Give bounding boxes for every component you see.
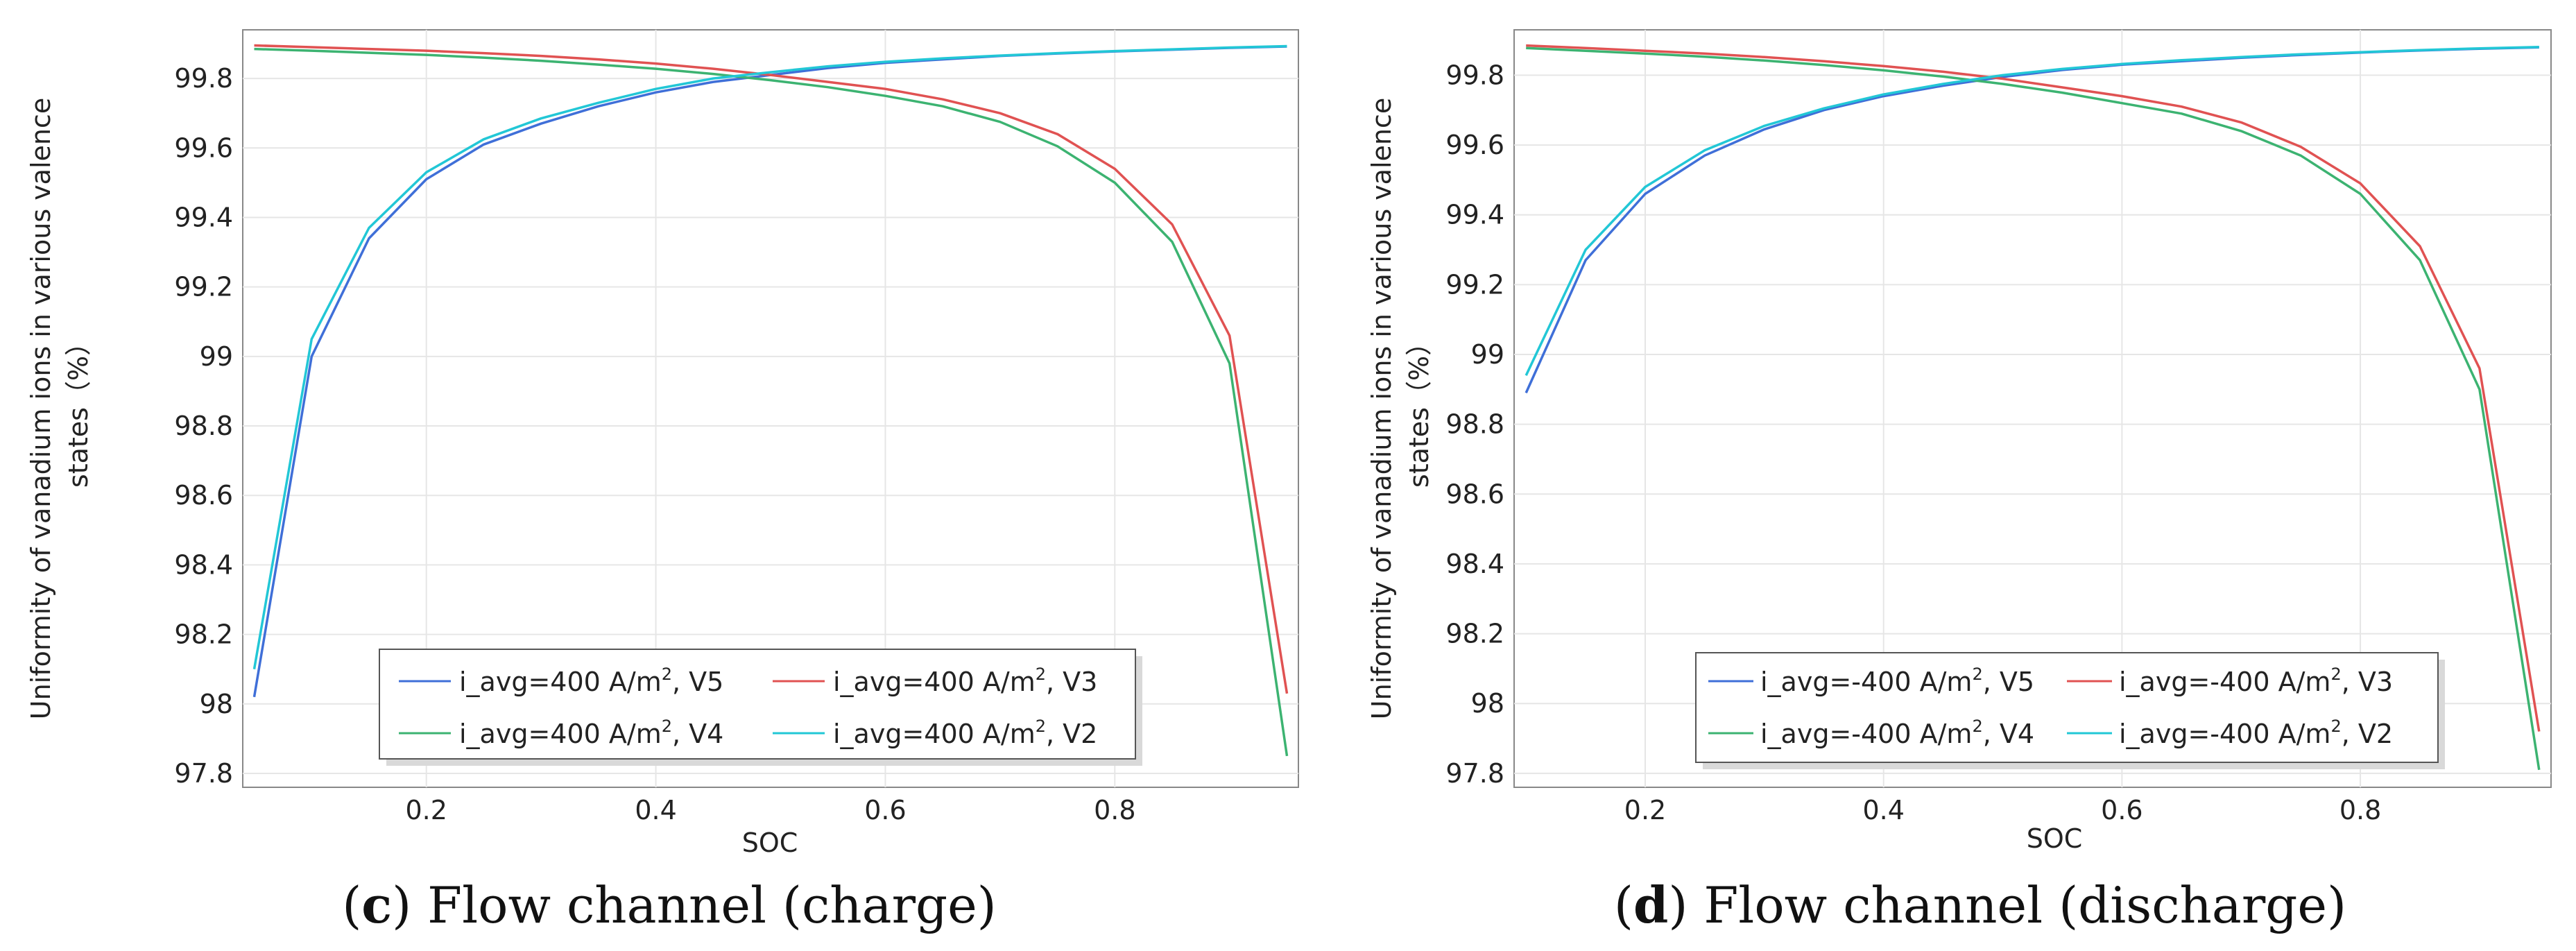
panel-c-x-tick-label: 0.2 [405, 795, 447, 825]
panel-d-tick-labels: 0.2 0.4 0.6 0.8 97.8 98 98.2 98.4 98.6 98.8 99 99.2… [1445, 60, 2381, 825]
panel-c-caption: (c) Flow channel (charge) [342, 875, 997, 934]
panel-d-y-tick-label: 98.6 [1445, 479, 1504, 509]
panel-c-series-v2 [252, 44, 1287, 669]
panel-c-ylabel-line2: states（%） [63, 329, 94, 488]
panel-c-x-tick-label: 0.8 [1094, 795, 1135, 825]
legend-label-v5: i_avg=400 A/m2, V5 [459, 665, 723, 697]
panel-d-x-tick-label: 0.6 [2101, 795, 2143, 825]
panel-c-y-tick-label: 98.6 [174, 480, 233, 511]
legend-label-v2: i_avg=-400 A/m2, V2 [2119, 717, 2393, 749]
panel-d-y-tick-label: 99 [1471, 339, 1504, 370]
legend-label-v2: i_avg=400 A/m2, V2 [833, 717, 1097, 749]
panel-d-series-v2 [1525, 45, 2539, 376]
panel-d-legend: i_avg=-400 A/m2, V5 i_avg=-400 A/m2, V3 … [1695, 652, 2445, 769]
panel-c-xlabel: SOC [742, 828, 798, 858]
panel-d-xlabel: SOC [2027, 823, 2083, 854]
panel-c-y-tick-label: 99 [200, 341, 233, 372]
panel-d-series-v4 [1526, 46, 2541, 771]
panel-d-y-tick-label: 98.8 [1445, 409, 1504, 440]
panel-c-y-tick-label: 98.4 [174, 549, 233, 580]
panel-d-y-tick-label: 99.6 [1445, 130, 1504, 160]
legend-label-v3: i_avg=400 A/m2, V3 [833, 665, 1097, 697]
panel-d-caption: (d) Flow channel (discharge) [1614, 875, 2346, 934]
panel-d-ylabel-line2: states（%） [1404, 329, 1434, 488]
panel-c-tick-labels: 0.2 0.4 0.6 0.8 97.8 98 98.2 98.4 98.6 98.8 99 99.2… [174, 63, 1135, 825]
panel-c-y-tick-label: 98 [200, 689, 233, 719]
panel-d-x-tick-label: 0.2 [1624, 795, 1666, 825]
panel-d-series [1525, 44, 2541, 771]
panel-d-y-tick-label: 98 [1471, 688, 1504, 719]
panel-c-charge: 0.2 0.4 0.6 0.8 97.8 98 98.2 98.4 98.6 98.8 99 99.2… [26, 29, 1299, 934]
panel-d-y-tick-label: 98.2 [1445, 619, 1504, 649]
panel-d-y-tick-label: 97.8 [1445, 758, 1504, 789]
panel-d-x-tick-label: 0.4 [1862, 795, 1904, 825]
panel-c-y-tick-label: 98.2 [174, 619, 233, 650]
panel-d-y-tick-label: 99.8 [1445, 60, 1504, 90]
panel-c-y-tick-label: 97.8 [174, 758, 233, 789]
legend-label-v5: i_avg=-400 A/m2, V5 [1760, 665, 2034, 697]
panel-c-legend-box [379, 649, 1136, 760]
legend-label-v3: i_avg=-400 A/m2, V3 [2119, 665, 2393, 697]
panel-c-legend: i_avg=400 A/m2, V5 i_avg=400 A/m2, V3 i_… [379, 649, 1142, 766]
panel-c-y-tick-label: 99.8 [174, 63, 233, 94]
panel-d-grid [1514, 30, 2551, 787]
panel-d-x-tick-label: 0.8 [2339, 795, 2381, 825]
panel-c-y-tick-label: 98.8 [174, 411, 233, 441]
panel-c-y-tick-label: 99.2 [174, 272, 233, 302]
panel-d-ylabel-line1: Uniformity of vanadium ions in various v… [1366, 98, 1397, 720]
panel-c-y-tick-label: 99.6 [174, 132, 233, 163]
legend-label-v4: i_avg=-400 A/m2, V4 [1760, 717, 2034, 749]
panel-c-series [252, 44, 1289, 757]
panel-c-x-tick-label: 0.4 [635, 795, 676, 825]
panel-c-series-v4 [254, 47, 1289, 757]
panel-d-legend-box [1695, 652, 2439, 763]
panel-c-series-v3 [254, 44, 1289, 694]
panel-d-y-tick-label: 99.4 [1445, 200, 1504, 230]
panel-d-y-tick-label: 99.2 [1445, 269, 1504, 300]
panel-c-ylabel-line1: Uniformity of vanadium ions in various v… [26, 98, 56, 720]
panel-c-x-tick-label: 0.6 [864, 795, 906, 825]
legend-label-v4: i_avg=400 A/m2, V4 [459, 717, 723, 749]
panel-d-y-tick-label: 98.4 [1445, 549, 1504, 579]
panel-d-discharge: 0.2 0.4 0.6 0.8 97.8 98 98.2 98.4 98.6 98.8 99 99.2… [1366, 29, 2552, 934]
panel-d-series-v3 [1526, 44, 2541, 732]
panel-c-y-tick-label: 99.4 [174, 202, 233, 232]
